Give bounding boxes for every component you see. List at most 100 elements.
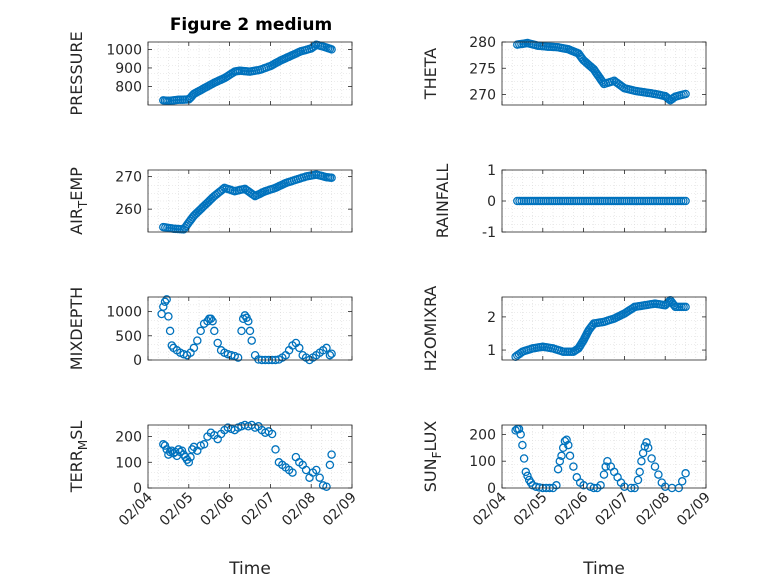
x-tick-label: 02/07 bbox=[238, 490, 278, 530]
data-point bbox=[157, 309, 166, 319]
axes-frame bbox=[501, 296, 707, 361]
x-tick-label: 02/08 bbox=[633, 490, 673, 530]
x-tick-label: 02/05 bbox=[511, 490, 551, 530]
data-point bbox=[325, 460, 335, 470]
x-axis-label: Time bbox=[582, 559, 625, 579]
data-point bbox=[186, 452, 195, 462]
data-point bbox=[291, 452, 301, 462]
y-tick-label: 1 bbox=[487, 163, 496, 179]
axes-frame bbox=[501, 41, 707, 106]
data-point bbox=[557, 451, 566, 461]
axes-frame bbox=[147, 41, 353, 106]
x-tick-label: 02/09 bbox=[320, 490, 360, 530]
data-point bbox=[681, 469, 690, 478]
series-pressure bbox=[159, 40, 336, 106]
data-point bbox=[164, 312, 173, 321]
data-point bbox=[305, 473, 314, 482]
data-point bbox=[233, 353, 243, 362]
data-point bbox=[327, 450, 336, 459]
data-point bbox=[642, 438, 651, 447]
data-point bbox=[159, 302, 168, 311]
data-point bbox=[654, 470, 663, 479]
figure-title: Figure 2 medium bbox=[170, 15, 332, 35]
data-point bbox=[327, 173, 336, 183]
data-point bbox=[237, 326, 246, 336]
y-tick-label: 0 bbox=[133, 353, 142, 369]
x-tick-label: 02/06 bbox=[552, 489, 592, 529]
data-point bbox=[162, 295, 171, 304]
y-axis-label: SUNFLUX bbox=[421, 421, 444, 493]
grid-air_temp bbox=[148, 170, 352, 232]
data-point bbox=[565, 451, 575, 461]
data-point bbox=[650, 462, 660, 471]
grid-mixdepth bbox=[148, 297, 352, 360]
axes-frame bbox=[501, 424, 707, 489]
series-terr_msl bbox=[159, 420, 336, 491]
axes-frame bbox=[147, 169, 353, 233]
series-rainfall bbox=[513, 196, 690, 206]
data-point bbox=[189, 343, 199, 353]
data-point bbox=[555, 456, 565, 466]
data-point bbox=[637, 456, 646, 466]
data-point bbox=[635, 467, 644, 477]
data-point bbox=[196, 326, 205, 336]
y-axis-label: H2OMIXRA bbox=[421, 286, 440, 372]
data-point bbox=[523, 471, 532, 481]
y-tick-label: 100 bbox=[115, 455, 142, 471]
y-tick-label: 260 bbox=[115, 202, 142, 218]
data-point bbox=[569, 462, 578, 471]
data-point bbox=[184, 458, 194, 467]
y-axis-label: RAINFALL bbox=[433, 164, 452, 239]
data-point bbox=[633, 475, 643, 485]
data-point bbox=[521, 467, 531, 477]
y-tick-label: 100 bbox=[469, 454, 496, 470]
y-tick-label: 1000 bbox=[106, 305, 142, 321]
data-point bbox=[677, 477, 687, 486]
axes-frame bbox=[147, 296, 353, 361]
data-point bbox=[210, 326, 219, 336]
data-point bbox=[193, 336, 202, 345]
y-tick-label: -1 bbox=[482, 225, 496, 241]
y-tick-label: 800 bbox=[115, 79, 142, 95]
data-point bbox=[681, 196, 690, 206]
data-point bbox=[267, 429, 277, 439]
data-point bbox=[295, 343, 304, 353]
subplot-air_temp: 260 270 AIRTEMP bbox=[67, 167, 353, 235]
data-point bbox=[271, 445, 280, 454]
data-point bbox=[160, 297, 170, 307]
grid-terr_msl bbox=[148, 425, 352, 488]
y-tick-label: 275 bbox=[469, 61, 496, 77]
y-tick-label: 200 bbox=[469, 427, 496, 443]
data-point bbox=[208, 316, 217, 326]
y-tick-label: 0 bbox=[487, 194, 496, 210]
data-point bbox=[601, 462, 610, 471]
data-point bbox=[552, 481, 561, 490]
y-tick-label: 500 bbox=[115, 329, 142, 345]
data-point bbox=[553, 464, 563, 474]
data-point bbox=[562, 435, 571, 444]
data-point bbox=[519, 454, 529, 463]
data-point bbox=[177, 446, 187, 455]
data-point bbox=[244, 316, 253, 326]
data-point bbox=[322, 482, 331, 491]
subplot-h2omixra: 1 2 H2OMIXRA bbox=[421, 286, 707, 372]
x-tick-label: 02/08 bbox=[279, 490, 319, 530]
data-point bbox=[167, 341, 177, 350]
y-tick-label: 0 bbox=[133, 481, 142, 497]
y-tick-label: 1 bbox=[487, 343, 496, 359]
data-point bbox=[199, 440, 209, 449]
grid-sun_flux bbox=[502, 425, 706, 488]
subplot-rainfall: -1 0 1 RAINFALL bbox=[433, 163, 707, 241]
series-h2omixra bbox=[511, 296, 690, 361]
series-air_temp bbox=[159, 170, 336, 234]
data-point bbox=[628, 303, 638, 313]
x-tick-label: 02/05 bbox=[157, 490, 197, 530]
data-point bbox=[327, 45, 336, 54]
subplot-mixdepth: 0 500 1000 MIXDEPTH bbox=[67, 287, 353, 370]
data-point bbox=[681, 89, 690, 99]
y-axis-label: PRESSURE bbox=[67, 31, 86, 115]
